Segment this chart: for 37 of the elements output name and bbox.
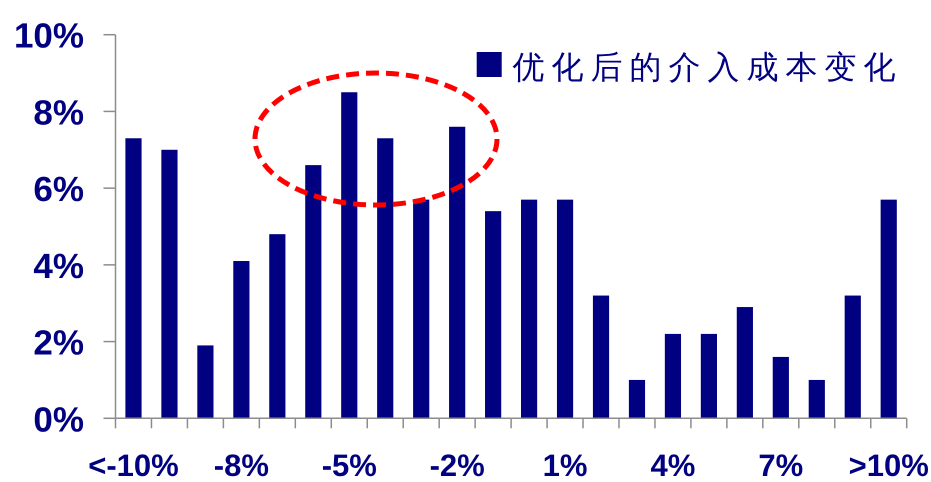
x-tick-label: 4% xyxy=(650,448,696,482)
bar xyxy=(161,150,178,418)
bar xyxy=(377,138,394,418)
bar xyxy=(233,261,250,418)
bar xyxy=(197,345,214,418)
bar xyxy=(736,307,753,418)
bar xyxy=(844,296,861,418)
bar xyxy=(341,92,358,418)
y-tick-label: 8% xyxy=(33,93,84,132)
x-tick-label: -5% xyxy=(322,448,377,482)
y-tick-label: 4% xyxy=(33,246,84,286)
x-tick-label: >10% xyxy=(848,448,929,482)
x-tick-label: 1% xyxy=(542,448,588,482)
bar xyxy=(664,334,682,418)
x-tick-label: -8% xyxy=(214,448,269,482)
bar xyxy=(305,165,322,418)
x-tick-label: <-10% xyxy=(88,448,179,482)
bar xyxy=(592,296,610,418)
y-tick-label: 0% xyxy=(33,400,84,440)
bar xyxy=(485,211,502,418)
bar xyxy=(449,126,466,418)
bar xyxy=(125,138,142,418)
bar xyxy=(413,200,430,418)
y-tick-label: 10% xyxy=(14,16,84,56)
bar xyxy=(556,200,574,418)
bar xyxy=(772,356,789,418)
x-tick-label: 7% xyxy=(758,448,804,482)
bar xyxy=(520,200,538,418)
y-tick-label: 6% xyxy=(33,170,84,210)
bar xyxy=(700,334,717,418)
y-tick-label: 2% xyxy=(33,324,84,363)
x-tick-label: -2% xyxy=(430,448,485,482)
bar xyxy=(880,200,897,418)
legend-label: 优化后的介入成本变化 xyxy=(512,49,903,85)
bar xyxy=(628,380,646,418)
bar xyxy=(269,234,286,418)
bar xyxy=(808,380,825,418)
